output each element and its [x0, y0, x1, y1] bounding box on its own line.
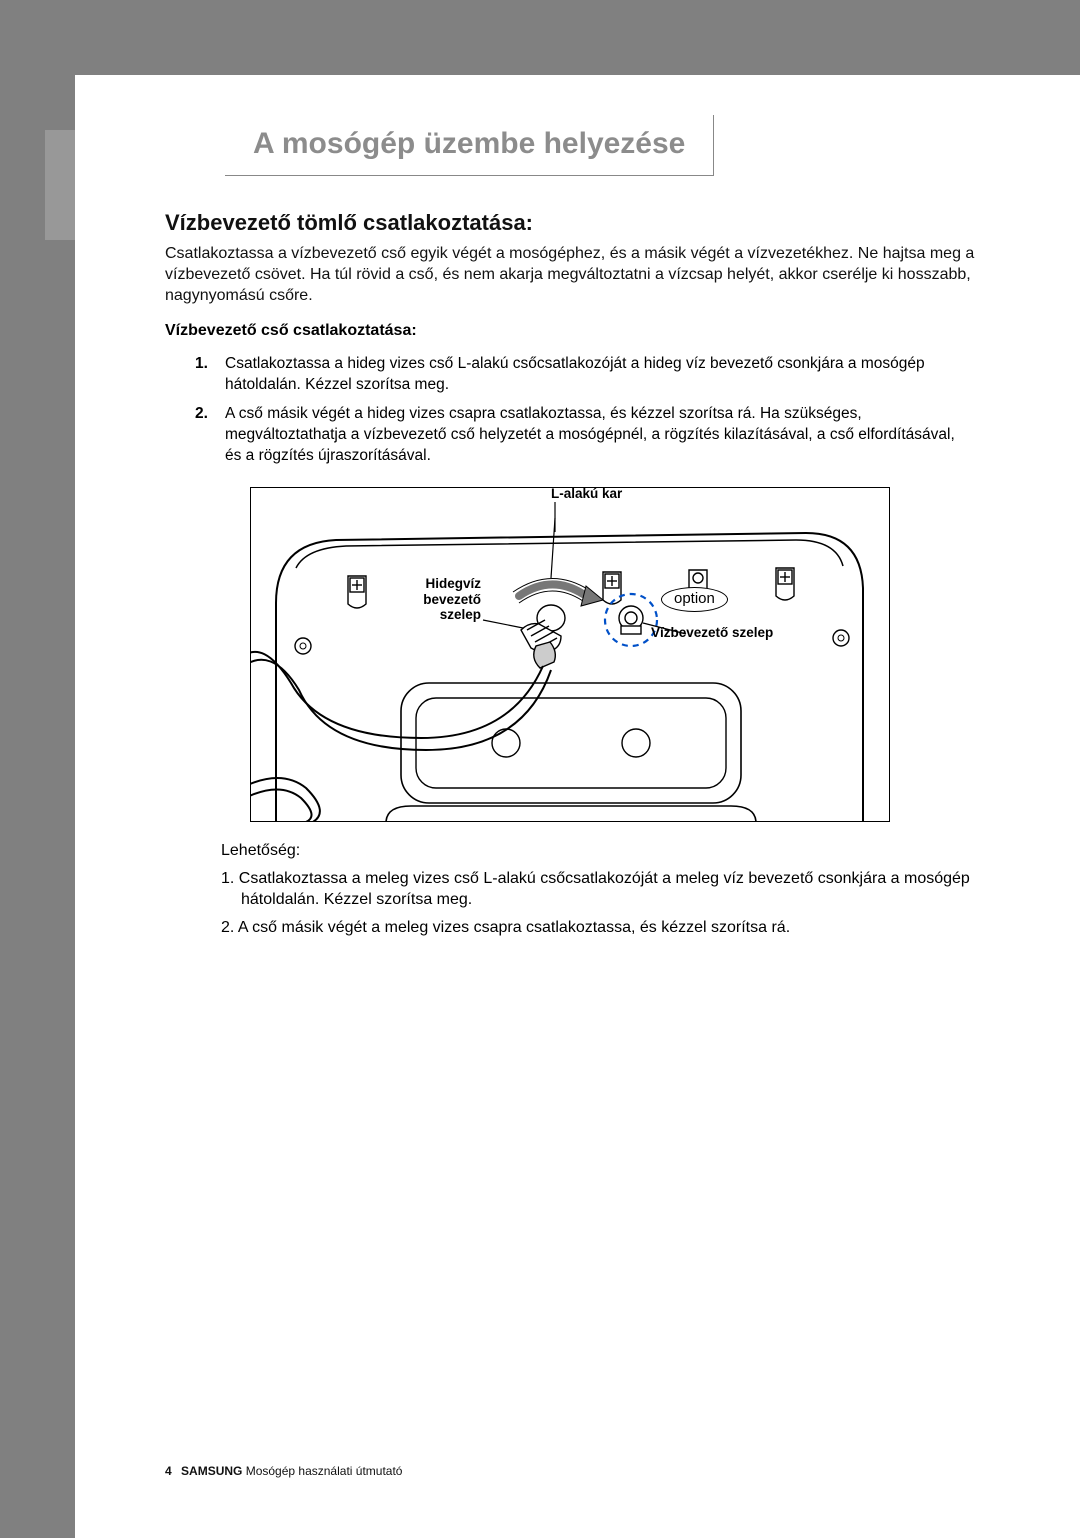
- label-cold-valve: Hidegvíz bevezető szelep: [381, 576, 481, 623]
- sub-heading: Vízbevezető cső csatlakoztatása:: [165, 322, 975, 340]
- label-l-arm: L-alakú kar: [551, 487, 622, 502]
- option-section: Lehetőség: 1. Csatlakoztassa a meleg viz…: [165, 840, 975, 938]
- section-heading: Vízbevezető tömlő csatlakoztatása:: [165, 210, 975, 236]
- step-text: A cső másik végét a hideg vizes csapra c…: [225, 405, 955, 464]
- page-title-box: A mosógép üzembe helyezése: [225, 115, 714, 176]
- manual-page: A mosógép üzembe helyezése Vízbevezető t…: [75, 75, 1080, 1538]
- diagram: L-alakú kar Hidegvíz bevezető szelep Víz…: [250, 487, 890, 822]
- page-number: 4: [165, 1464, 172, 1478]
- page-title: A mosógép üzembe helyezése: [253, 127, 685, 161]
- step-list: 1. Csatlakoztassa a hideg vizes cső L-al…: [165, 354, 975, 467]
- step-number: 2.: [195, 404, 208, 425]
- intro-paragraph: Csatlakoztassa a vízbevezető cső egyik v…: [165, 244, 975, 306]
- option-step: 2. A cső másik végét a meleg vizes csapr…: [221, 917, 975, 939]
- page-footer: 4 SAMSUNG Mosógép használati útmutató: [165, 1464, 402, 1478]
- washer-diagram-svg: [251, 488, 890, 822]
- label-inlet-valve: Vízbevezető szelep: [651, 625, 773, 641]
- step-number: 1.: [195, 354, 208, 375]
- content-area: Vízbevezető tömlő csatlakoztatása: Csatl…: [165, 210, 975, 944]
- brand-name: SAMSUNG: [181, 1464, 242, 1478]
- option-heading: Lehetőség:: [221, 840, 975, 862]
- option-step: 1. Csatlakoztassa a meleg vizes cső L-al…: [221, 868, 975, 911]
- step-text: Csatlakoztassa a hideg vizes cső L-alakú…: [225, 355, 925, 393]
- side-tab: [45, 130, 75, 240]
- footer-tail: Mosógép használati útmutató: [242, 1464, 402, 1478]
- step-item: 1. Csatlakoztassa a hideg vizes cső L-al…: [195, 354, 975, 396]
- leader-line-icon: [549, 502, 561, 532]
- step-item: 2. A cső másik végét a hideg vizes csapr…: [195, 404, 975, 467]
- option-badge: option: [661, 587, 728, 612]
